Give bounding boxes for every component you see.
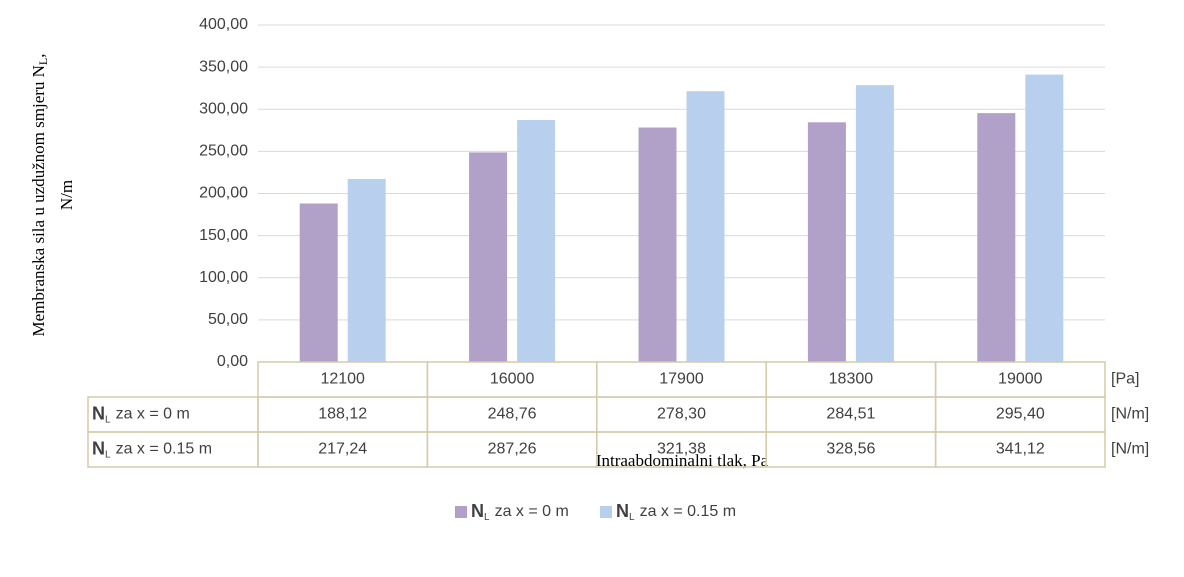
data-label: 217,24 [318, 441, 367, 458]
x-tick-label: 12100 [320, 371, 365, 388]
y-tick-label: 150,00 [199, 227, 248, 244]
y-axis-label-suffix: , [29, 53, 48, 57]
series-symbol: N [616, 501, 629, 521]
data-label: 188,12 [318, 406, 367, 423]
bar [855, 85, 894, 362]
bar [347, 178, 386, 362]
series-subscript: L [629, 512, 635, 523]
x-tick-label: 16000 [490, 371, 535, 388]
data-label: 278,30 [657, 406, 706, 423]
series-unit: [N/m] [1111, 441, 1149, 458]
y-axis-label-unit: N/m [57, 180, 76, 210]
legend-swatch [600, 506, 612, 518]
y-axis-label: Membranska sila u uzdužnom smjeru NL, [29, 53, 50, 336]
series-label: za x = 0 m [495, 503, 569, 520]
series-unit: [N/m] [1111, 406, 1149, 423]
y-tick-label: 100,00 [199, 269, 248, 286]
table-cell [934, 431, 1106, 468]
data-label: 321,38 [657, 441, 706, 458]
x-axis-label: Intraabdominalni tlak, Pa [596, 451, 769, 470]
data-label: 287,26 [488, 441, 537, 458]
x-tick-label: 18300 [829, 371, 874, 388]
bar [469, 152, 508, 362]
bar [299, 203, 338, 362]
data-label: 341,12 [996, 441, 1045, 458]
y-tick-label: 200,00 [199, 185, 248, 202]
series-symbol: N [92, 438, 105, 458]
bar [638, 127, 677, 362]
series-symbol: N [92, 403, 105, 423]
series-symbol: N [471, 501, 484, 521]
y-tick-label: 300,00 [199, 100, 248, 117]
x-tick-label: 19000 [998, 371, 1043, 388]
y-axis-label-text: Membranska sila u uzdužnom smjeru N [29, 65, 48, 336]
bar [517, 119, 556, 362]
series-name: NL za x = 0.15 m [616, 501, 736, 523]
y-tick-label: 50,00 [208, 311, 248, 328]
series-name: NL za x = 0 m [471, 501, 569, 523]
data-label: 328,56 [826, 441, 875, 458]
data-label: 284,51 [826, 406, 875, 423]
bar [977, 113, 1016, 362]
series-subscript: L [105, 414, 111, 425]
x-tick-label: 17900 [659, 371, 704, 388]
series-subscript: L [105, 449, 111, 460]
y-tick-label: 250,00 [199, 143, 248, 160]
series-name: NL za x = 0 m [92, 403, 190, 425]
y-tick-label: 400,00 [199, 16, 248, 33]
bar [1025, 74, 1064, 363]
bar [686, 91, 725, 362]
y-tick-label: 0,00 [217, 353, 248, 370]
series-label: za x = 0 m [116, 406, 190, 423]
data-label: 248,76 [488, 406, 537, 423]
series-label: za x = 0.15 m [640, 503, 737, 520]
series-label: za x = 0.15 m [116, 441, 213, 458]
series-subscript: L [484, 512, 490, 523]
data-label: 295,40 [996, 406, 1045, 423]
category-unit: [Pa] [1111, 371, 1139, 388]
y-axis-label-sub: L [36, 58, 50, 65]
bar [807, 122, 846, 362]
legend-swatch [455, 506, 467, 518]
y-tick-label: 350,00 [199, 58, 248, 75]
series-name: NL za x = 0.15 m [92, 438, 212, 460]
